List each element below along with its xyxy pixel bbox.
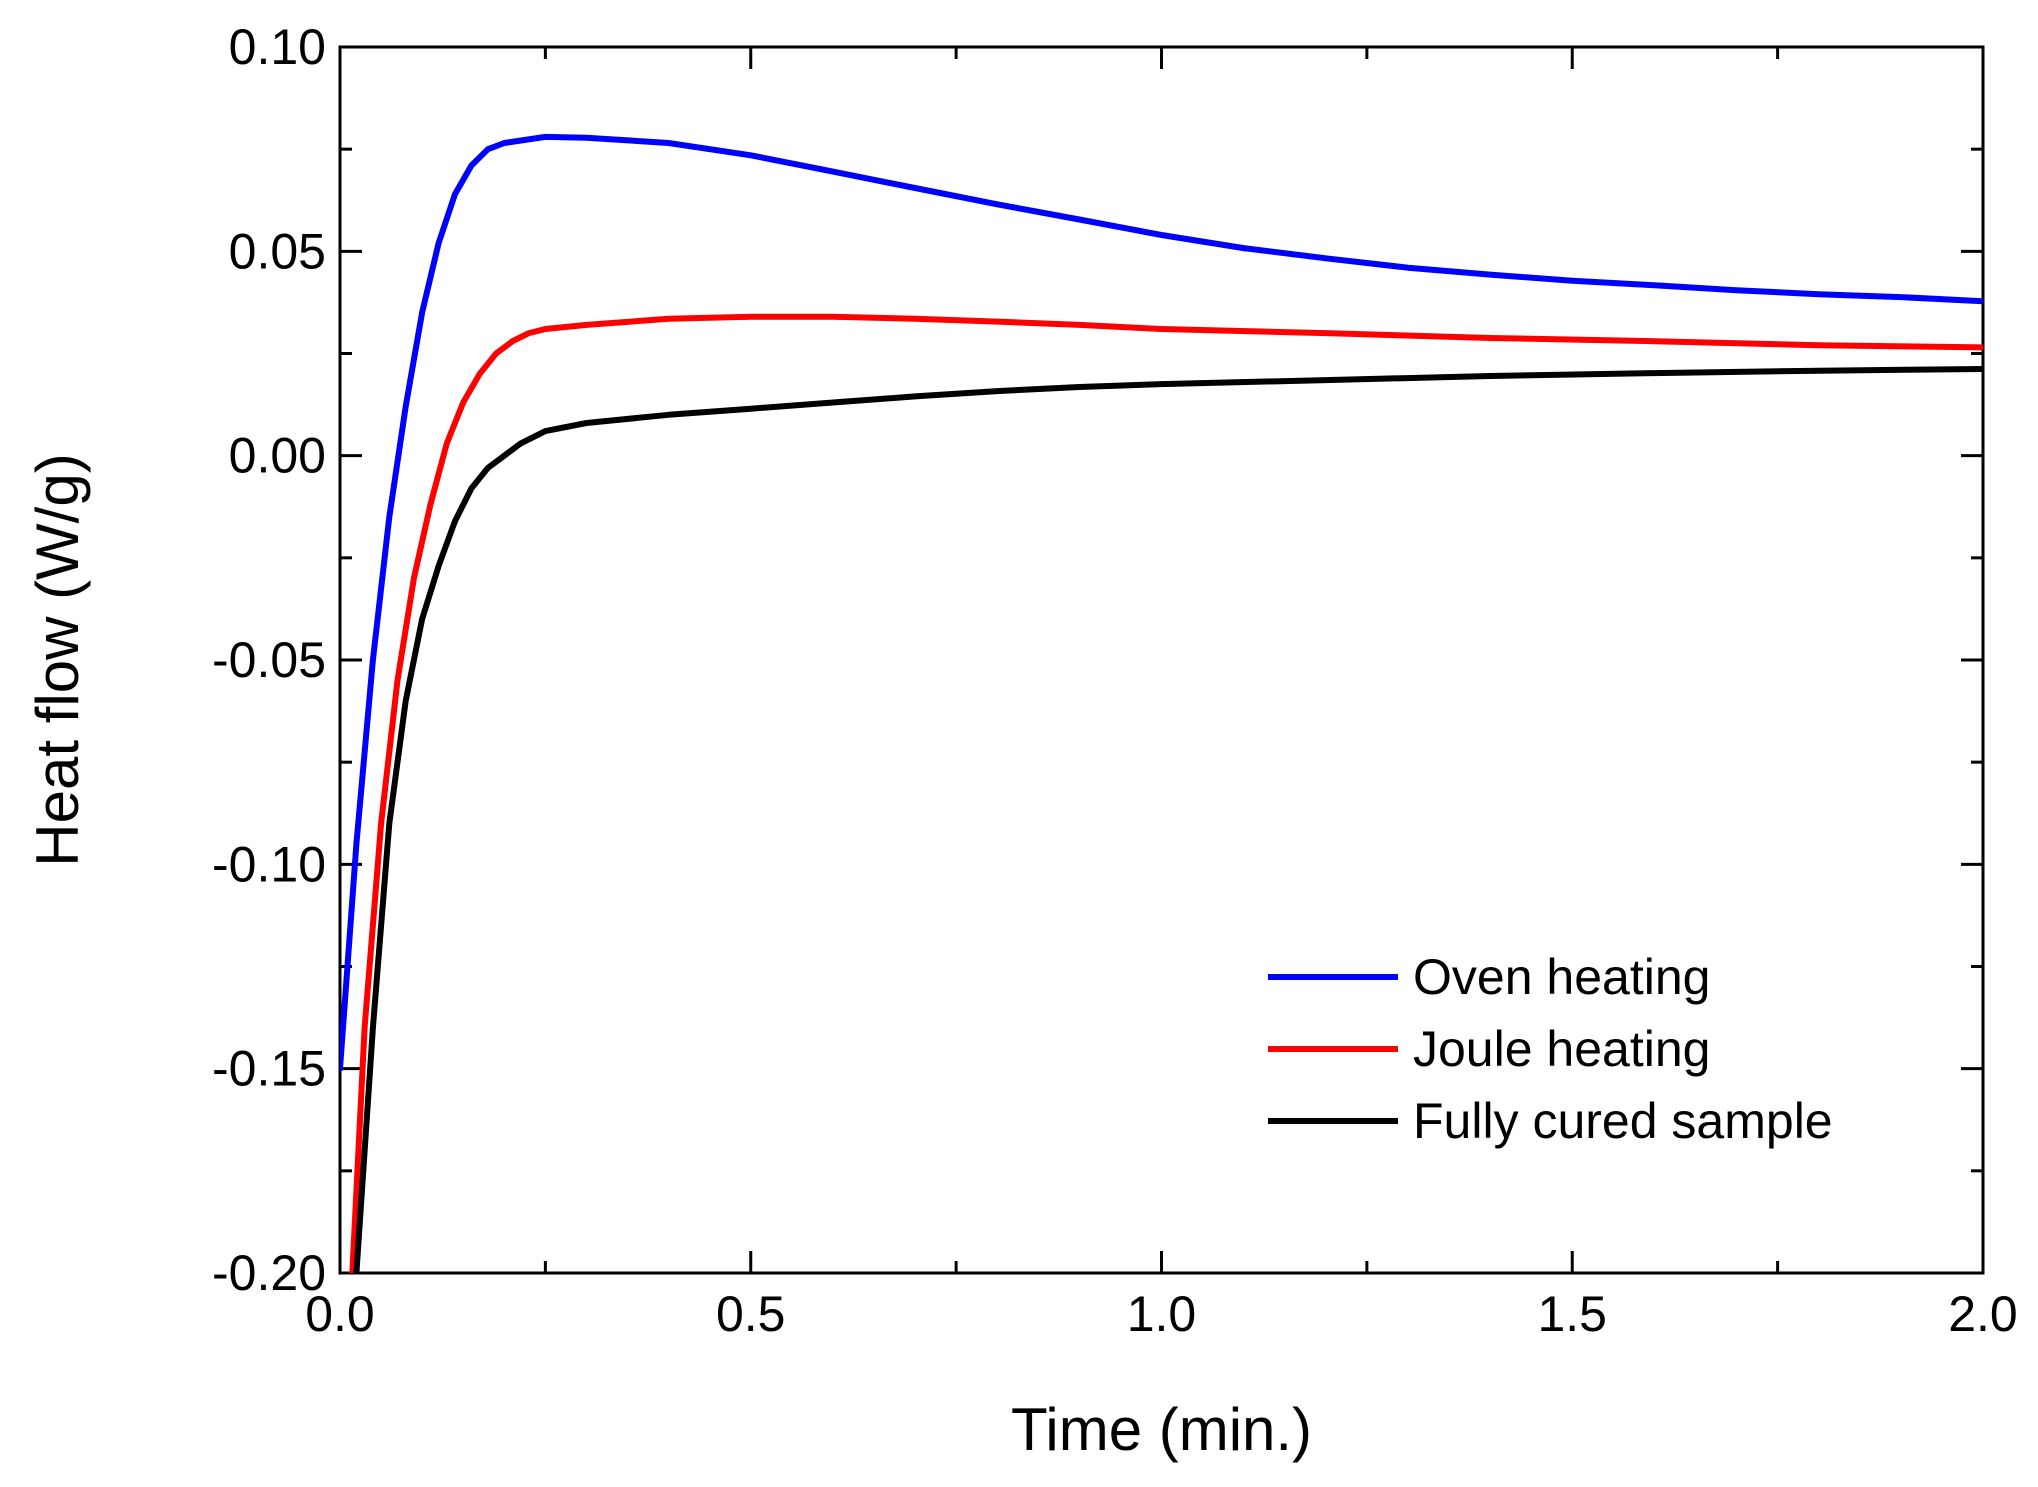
y-tick-label: -0.05 [212,632,326,688]
y-axis-title: Heat flow (W/g) [24,453,91,866]
x-tick-label: 2.0 [1948,1286,2018,1342]
y-tick-label: -0.10 [212,836,326,892]
legend-label: Fully cured sample [1413,1093,1833,1149]
y-tick-label: 0.10 [229,19,326,75]
legend-label: Joule heating [1413,1021,1710,1077]
plot-frame [338,45,1985,1275]
x-axis-title: Time (min.) [1011,1396,1312,1463]
x-tick-label: 0.5 [716,1286,786,1342]
x-tick-label: 1.0 [1127,1286,1197,1342]
x-tick-label: 0.0 [305,1286,375,1342]
series-line-fully-cured-sample [353,366,1983,1273]
x-tick-label: 1.5 [1537,1286,1607,1342]
axes: 0.0 0.5 1.0 1.5 2.0 -0.20 -0.15 -0.10 -0.05 0.00 0… [212,19,2018,1342]
y-tick-label: -0.20 [212,1245,326,1301]
y-tick-label: 0.00 [229,428,326,484]
series-line-oven-heating [340,133,1983,1072]
legend: Oven heating Joule heating Fully cured sam… [1268,949,1833,1149]
series-line-joule-heating [349,313,1983,1273]
y-tick-label: 0.05 [229,223,326,279]
series-lines [340,133,1983,1273]
legend-label: Oven heating [1413,949,1710,1005]
y-tick-label: -0.15 [212,1041,326,1097]
